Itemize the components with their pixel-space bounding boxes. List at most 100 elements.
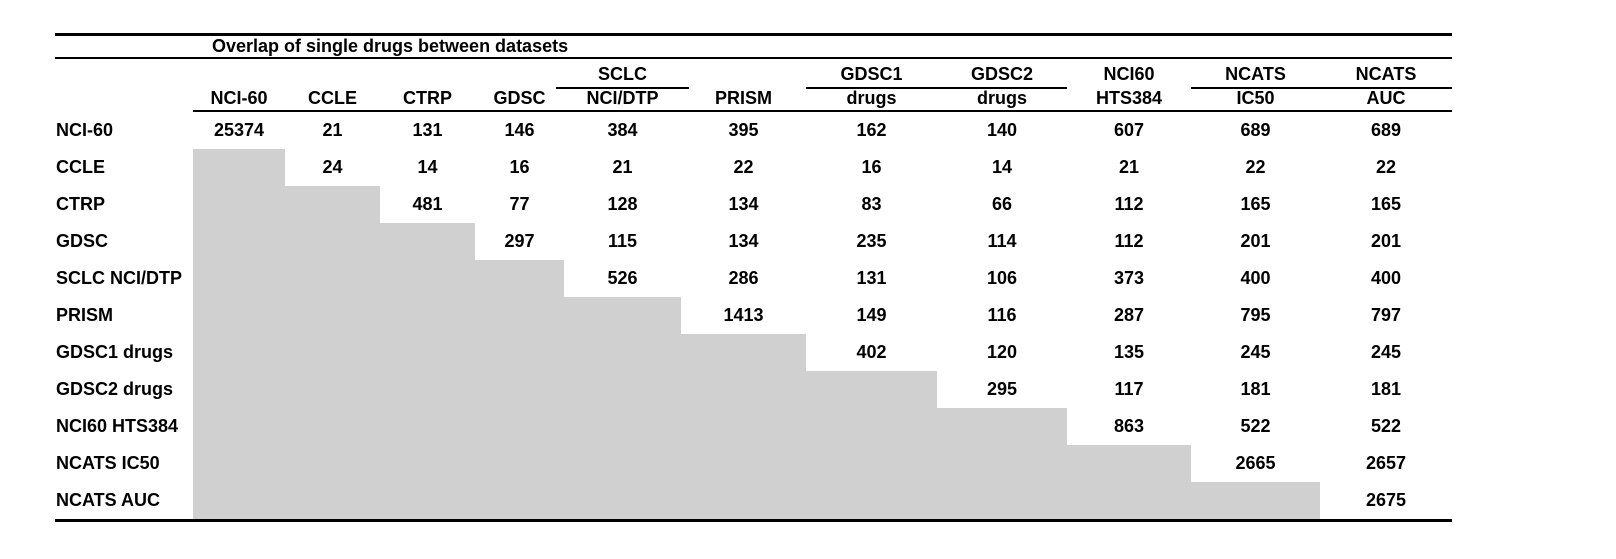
table-row: NCATS IC50 2665 2657 [55, 445, 1452, 482]
shaded-cell [193, 371, 285, 408]
value-cell: 14 [991, 157, 1013, 177]
value-cell: 2657 [1365, 453, 1407, 473]
value-cell: 115 [607, 231, 638, 251]
shaded-cell [681, 445, 806, 482]
shaded-cell [475, 334, 564, 371]
header-group-sclc: SCLC [598, 64, 647, 84]
shaded-cell [285, 297, 380, 334]
table-row: CCLE 24 14 16 21 22 16 14 21 22 22 [55, 149, 1452, 186]
title-underline-rule [55, 57, 1452, 59]
value-cell: 22 [733, 157, 754, 177]
col-header-prism: PRISM [714, 88, 772, 108]
shaded-cell [475, 260, 564, 297]
shaded-cell [380, 371, 475, 408]
value-cell: 140 [986, 120, 1018, 140]
value-cell: 863 [1113, 416, 1145, 436]
value-cell: 146 [504, 120, 535, 140]
value-cell: 83 [861, 194, 882, 214]
row-label: GDSC2 drugs [56, 379, 174, 399]
shaded-cell [285, 260, 380, 297]
col-header-ccle: CCLE [308, 88, 357, 108]
shaded-cell [380, 334, 475, 371]
table-row: GDSC2 drugs 295 117 181 181 [55, 371, 1452, 408]
shaded-cell [564, 445, 681, 482]
value-cell: 128 [607, 194, 638, 214]
header-bottom-rule [193, 110, 1452, 112]
shaded-cell [193, 482, 285, 519]
value-cell: 201 [1370, 231, 1402, 251]
value-cell: 795 [1240, 305, 1271, 325]
value-cell: 245 [1240, 342, 1271, 362]
shaded-cell [937, 482, 1067, 519]
value-cell: 117 [1114, 379, 1144, 399]
row-label: NCATS IC50 [56, 453, 160, 473]
header-spacer [285, 59, 380, 87]
header-spacer [55, 87, 193, 110]
shaded-cell [285, 408, 380, 445]
value-cell: 106 [986, 268, 1018, 288]
value-cell: 797 [1370, 305, 1402, 325]
value-cell: 526 [607, 268, 638, 288]
value-cell: 295 [986, 379, 1018, 399]
value-cell: 481 [412, 194, 443, 214]
shaded-cell [681, 334, 806, 371]
shaded-cell [285, 334, 380, 371]
value-cell: 116 [987, 305, 1017, 325]
matrix-body: NCI-60 25374 21 131 146 384 395 162 140 607 689 689… [55, 112, 1452, 519]
header-group-nci60: NCI60 [1103, 64, 1155, 84]
shaded-cell [193, 223, 285, 260]
row-label: GDSC [56, 231, 109, 251]
value-cell: 16 [509, 157, 530, 177]
col-header-nci-dtp: NCI/DTP [586, 88, 659, 108]
shaded-cell [193, 334, 285, 371]
shaded-cell [380, 297, 475, 334]
shaded-cell [285, 223, 380, 260]
value-cell: 395 [728, 120, 759, 140]
shaded-cell [564, 334, 681, 371]
shaded-cell [564, 408, 681, 445]
value-cell: 181 [1370, 379, 1402, 399]
col-header-ctrp: CTRP [403, 88, 452, 108]
table-row: GDSC1 drugs 402 120 135 245 245 [55, 334, 1452, 371]
value-cell: 162 [856, 120, 887, 140]
table-title: Overlap of single drugs between datasets [212, 36, 569, 56]
table-row: GDSC 297 115 134 235 114 112 201 201 [55, 223, 1452, 260]
value-cell: 522 [1240, 416, 1271, 436]
value-cell: 22 [1245, 157, 1266, 177]
header-spacer [55, 59, 193, 87]
header-group-underline-ncats [1191, 87, 1452, 89]
shaded-cell [806, 482, 937, 519]
shaded-cell [1191, 482, 1320, 519]
shaded-cell [475, 408, 564, 445]
value-cell: 112 [1114, 194, 1144, 214]
value-cell: 402 [856, 342, 887, 362]
shaded-cell [681, 408, 806, 445]
value-cell: 287 [1113, 305, 1145, 325]
value-cell: 607 [1113, 120, 1145, 140]
table-row: CTRP 481 77 128 134 83 66 112 165 165 [55, 186, 1452, 223]
shaded-cell [285, 186, 380, 223]
value-cell: 297 [504, 231, 535, 251]
shaded-cell [475, 297, 564, 334]
value-cell: 16 [861, 157, 882, 177]
value-cell: 522 [1370, 416, 1402, 436]
row-label: NCATS AUC [56, 490, 160, 510]
shaded-cell [475, 445, 564, 482]
shaded-cell [380, 445, 475, 482]
overlap-table: Overlap of single drugs between datasets… [55, 33, 1452, 522]
value-cell: 149 [856, 305, 887, 325]
value-cell: 2665 [1235, 453, 1276, 473]
row-label: CCLE [56, 157, 105, 177]
value-cell: 131 [856, 268, 887, 288]
shaded-cell [475, 482, 564, 519]
header-group-underline-sclc [556, 87, 689, 89]
value-cell: 181 [1240, 379, 1271, 399]
shaded-cell [564, 297, 681, 334]
header-group-ncats-auc: NCATS [1355, 64, 1417, 84]
column-headers: SCLC GDSC1 GDSC2 NCI60 NCATS NCATS NCI-6… [55, 59, 1452, 110]
table-row: NCATS AUC 2675 [55, 482, 1452, 519]
bottom-rule [55, 519, 1452, 522]
value-cell: 373 [1113, 268, 1145, 288]
shaded-cell [193, 186, 285, 223]
col-header-gdsc1-drugs: drugs [846, 88, 897, 108]
